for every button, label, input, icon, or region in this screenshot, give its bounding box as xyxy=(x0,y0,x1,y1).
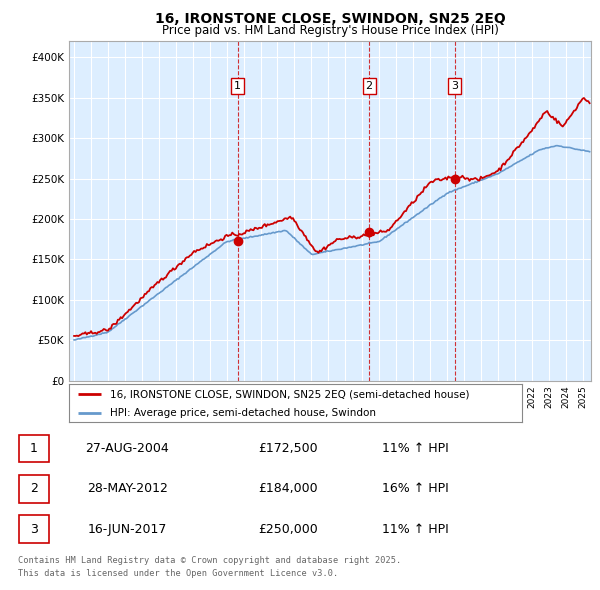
Text: 16-JUN-2017: 16-JUN-2017 xyxy=(88,523,167,536)
Text: HPI: Average price, semi-detached house, Swindon: HPI: Average price, semi-detached house,… xyxy=(110,408,376,418)
FancyBboxPatch shape xyxy=(19,515,49,543)
Text: £184,000: £184,000 xyxy=(259,482,318,496)
Text: 2: 2 xyxy=(365,81,373,91)
Text: 3: 3 xyxy=(30,523,38,536)
Text: 28-MAY-2012: 28-MAY-2012 xyxy=(87,482,167,496)
Text: Price paid vs. HM Land Registry's House Price Index (HPI): Price paid vs. HM Land Registry's House … xyxy=(161,24,499,37)
Text: 3: 3 xyxy=(451,81,458,91)
Text: 27-AUG-2004: 27-AUG-2004 xyxy=(85,442,169,455)
Text: £172,500: £172,500 xyxy=(259,442,318,455)
FancyBboxPatch shape xyxy=(19,475,49,503)
Text: 11% ↑ HPI: 11% ↑ HPI xyxy=(382,442,449,455)
Text: 11% ↑ HPI: 11% ↑ HPI xyxy=(382,523,449,536)
Text: 16, IRONSTONE CLOSE, SWINDON, SN25 2EQ (semi-detached house): 16, IRONSTONE CLOSE, SWINDON, SN25 2EQ (… xyxy=(110,389,469,399)
Text: £250,000: £250,000 xyxy=(259,523,319,536)
Text: 2: 2 xyxy=(30,482,38,496)
Text: Contains HM Land Registry data © Crown copyright and database right 2025.: Contains HM Land Registry data © Crown c… xyxy=(18,556,401,565)
Text: 1: 1 xyxy=(30,442,38,455)
Text: 16% ↑ HPI: 16% ↑ HPI xyxy=(382,482,449,496)
Text: 16, IRONSTONE CLOSE, SWINDON, SN25 2EQ: 16, IRONSTONE CLOSE, SWINDON, SN25 2EQ xyxy=(155,12,505,26)
Text: 1: 1 xyxy=(234,81,241,91)
FancyBboxPatch shape xyxy=(19,435,49,463)
Text: This data is licensed under the Open Government Licence v3.0.: This data is licensed under the Open Gov… xyxy=(18,569,338,578)
